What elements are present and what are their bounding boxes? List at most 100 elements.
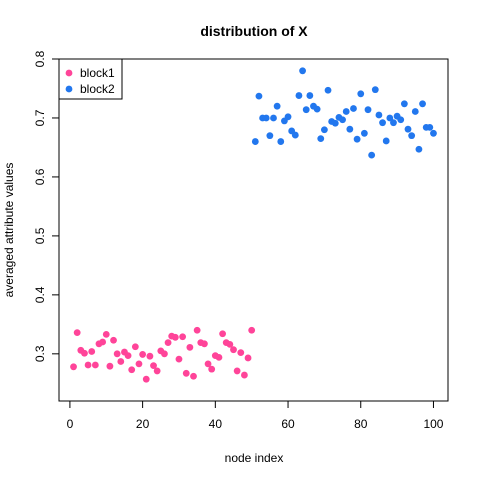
y-axis-label: averaged attribute values bbox=[2, 163, 16, 298]
points-layer bbox=[70, 67, 437, 382]
chart-title: distribution of X bbox=[200, 23, 308, 39]
data-point-block1-49 bbox=[245, 355, 252, 362]
data-point-block1-42 bbox=[219, 330, 226, 337]
data-point-block1-9 bbox=[99, 339, 106, 346]
data-point-block1-26 bbox=[161, 350, 168, 357]
data-point-block2-41 bbox=[397, 116, 404, 123]
data-point-block1-1 bbox=[70, 363, 77, 370]
legend-label-block1: block1 bbox=[80, 66, 115, 80]
y-tick-label-0.3: 0.3 bbox=[33, 345, 47, 362]
data-point-block1-45 bbox=[230, 346, 237, 353]
data-point-block1-2 bbox=[74, 329, 81, 336]
data-point-block2-5 bbox=[266, 132, 273, 139]
data-point-block2-2 bbox=[256, 93, 263, 100]
data-point-block2-50 bbox=[430, 130, 437, 137]
data-point-block1-18 bbox=[132, 343, 139, 350]
data-point-block2-44 bbox=[408, 132, 415, 139]
y-tick-label-0.5: 0.5 bbox=[33, 227, 47, 244]
y-tick-label-0.8: 0.8 bbox=[33, 50, 47, 67]
data-point-block1-48 bbox=[241, 372, 248, 379]
data-point-block1-50 bbox=[248, 327, 255, 334]
data-point-block1-7 bbox=[92, 362, 99, 369]
data-point-block2-16 bbox=[306, 92, 313, 99]
data-point-block2-7 bbox=[274, 103, 281, 110]
data-point-block1-37 bbox=[201, 340, 208, 347]
y-tick-label-0.4: 0.4 bbox=[33, 286, 47, 303]
data-point-block1-20 bbox=[139, 351, 146, 358]
data-point-block1-33 bbox=[186, 344, 193, 351]
data-point-block1-46 bbox=[234, 368, 241, 375]
data-point-block2-35 bbox=[376, 112, 383, 119]
data-point-block1-29 bbox=[172, 334, 179, 341]
data-point-block2-28 bbox=[350, 105, 357, 112]
data-point-block1-11 bbox=[107, 363, 114, 370]
data-point-block2-27 bbox=[346, 126, 353, 133]
data-point-block2-21 bbox=[325, 87, 332, 94]
data-point-block2-39 bbox=[390, 119, 397, 126]
legend-label-block2: block2 bbox=[80, 82, 115, 96]
plot-box bbox=[59, 59, 448, 401]
data-point-block2-47 bbox=[419, 100, 426, 107]
data-point-block1-17 bbox=[128, 366, 135, 373]
data-point-block2-31 bbox=[361, 130, 368, 137]
data-point-block2-49 bbox=[426, 124, 433, 131]
data-point-block2-25 bbox=[339, 116, 346, 123]
data-point-block1-14 bbox=[117, 358, 124, 365]
data-point-block1-13 bbox=[114, 350, 121, 357]
data-point-block2-4 bbox=[263, 115, 270, 122]
data-point-block2-20 bbox=[321, 126, 328, 133]
x-tick-label-80: 80 bbox=[354, 417, 368, 431]
x-tick-label-0: 0 bbox=[67, 417, 74, 431]
legend-marker-block1 bbox=[66, 70, 73, 77]
data-point-block2-42 bbox=[401, 100, 408, 107]
data-point-block1-34 bbox=[190, 373, 197, 380]
data-point-block1-32 bbox=[183, 370, 190, 377]
data-point-block2-13 bbox=[296, 92, 303, 99]
data-point-block2-33 bbox=[368, 152, 375, 159]
data-point-block2-15 bbox=[303, 106, 310, 113]
data-point-block2-6 bbox=[270, 115, 277, 122]
x-axis-label: node index bbox=[225, 451, 284, 465]
data-point-block2-45 bbox=[412, 108, 419, 115]
y-tick-label-0.7: 0.7 bbox=[33, 109, 47, 126]
x-tick-label-20: 20 bbox=[136, 417, 150, 431]
data-point-block2-30 bbox=[357, 90, 364, 97]
data-point-block1-5 bbox=[85, 362, 92, 369]
data-point-block2-36 bbox=[379, 119, 386, 126]
data-point-block1-27 bbox=[165, 339, 172, 346]
data-point-block1-4 bbox=[81, 350, 88, 357]
data-point-block1-39 bbox=[208, 366, 215, 373]
data-point-block1-35 bbox=[194, 327, 201, 334]
data-point-block2-18 bbox=[314, 106, 321, 113]
data-point-block1-47 bbox=[237, 349, 244, 356]
legend-marker-block2 bbox=[66, 86, 73, 93]
data-point-block1-31 bbox=[179, 333, 186, 340]
data-point-block1-41 bbox=[216, 354, 223, 361]
data-point-block2-1 bbox=[252, 138, 259, 145]
data-point-block2-12 bbox=[292, 132, 299, 139]
data-point-block2-37 bbox=[383, 138, 390, 145]
x-tick-label-40: 40 bbox=[209, 417, 223, 431]
data-point-block2-19 bbox=[317, 135, 324, 142]
data-point-block2-29 bbox=[354, 136, 361, 143]
data-point-block2-23 bbox=[332, 120, 339, 127]
data-point-block1-6 bbox=[88, 348, 95, 355]
x-axis: 0 20 40 60 80 100 bbox=[67, 401, 444, 431]
x-tick-label-60: 60 bbox=[281, 417, 295, 431]
data-point-block1-21 bbox=[143, 376, 150, 383]
data-point-block1-12 bbox=[110, 337, 117, 344]
data-point-block2-26 bbox=[343, 108, 350, 115]
data-point-block1-22 bbox=[146, 353, 153, 360]
data-point-block1-19 bbox=[136, 360, 143, 367]
data-point-block2-43 bbox=[405, 126, 412, 133]
data-point-block1-10 bbox=[103, 331, 110, 338]
y-axis: 0.30.40.50.60.70.8 bbox=[33, 50, 59, 362]
data-point-block2-32 bbox=[365, 106, 372, 113]
data-point-block1-24 bbox=[154, 368, 161, 375]
data-point-block2-10 bbox=[285, 113, 292, 120]
data-point-block2-14 bbox=[299, 67, 306, 74]
data-point-block2-34 bbox=[372, 86, 379, 93]
data-point-block2-46 bbox=[416, 146, 423, 153]
legend: block1 block2 bbox=[59, 59, 122, 99]
